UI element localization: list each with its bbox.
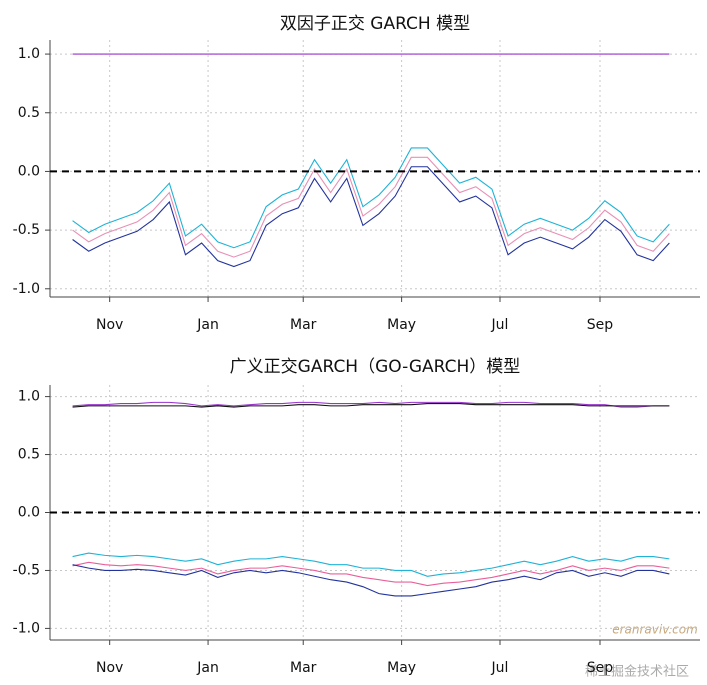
series-line	[72, 561, 670, 587]
x-tick-label: Jan	[196, 317, 219, 333]
y-tick-label: -1.0	[13, 620, 40, 636]
y-tick-label: 1.0	[18, 46, 40, 62]
y-tick-label: -0.5	[13, 222, 40, 238]
y-tick-label: 0.5	[18, 105, 40, 121]
x-tick-label: May	[387, 317, 416, 333]
x-tick-label: Jul	[491, 317, 509, 333]
y-tick-label: -1.0	[13, 281, 40, 297]
watermark: eranraviv.com	[612, 623, 698, 637]
y-tick-label: 1.0	[18, 389, 40, 405]
y-tick-label: 0.0	[18, 505, 40, 521]
x-tick-label: May	[387, 660, 416, 676]
chart-title: 双因子正交 GARCH 模型	[280, 14, 470, 34]
series-line	[72, 402, 670, 408]
series-line	[72, 166, 670, 268]
x-tick-label: Nov	[96, 317, 123, 333]
y-tick-label: 0.5	[18, 447, 40, 463]
series-line	[72, 401, 670, 408]
x-tick-label: Sep	[587, 317, 614, 333]
x-tick-label: Jul	[491, 660, 509, 676]
y-tick-label: -0.5	[13, 562, 40, 578]
series-line	[72, 552, 670, 577]
series-line	[72, 564, 670, 597]
x-tick-label: Jan	[196, 660, 219, 676]
x-tick-label: Mar	[290, 317, 317, 333]
watermark: 稀土掘金技术社区	[585, 664, 689, 680]
x-tick-label: Sep	[587, 660, 614, 676]
y-tick-label: 0.0	[18, 163, 40, 179]
x-tick-label: Nov	[96, 660, 123, 676]
chart-title: 广义正交GARCH（GO-GARCH）模型	[230, 357, 521, 377]
series-line	[72, 147, 670, 249]
x-tick-label: Mar	[290, 660, 317, 676]
series-line	[72, 156, 670, 258]
